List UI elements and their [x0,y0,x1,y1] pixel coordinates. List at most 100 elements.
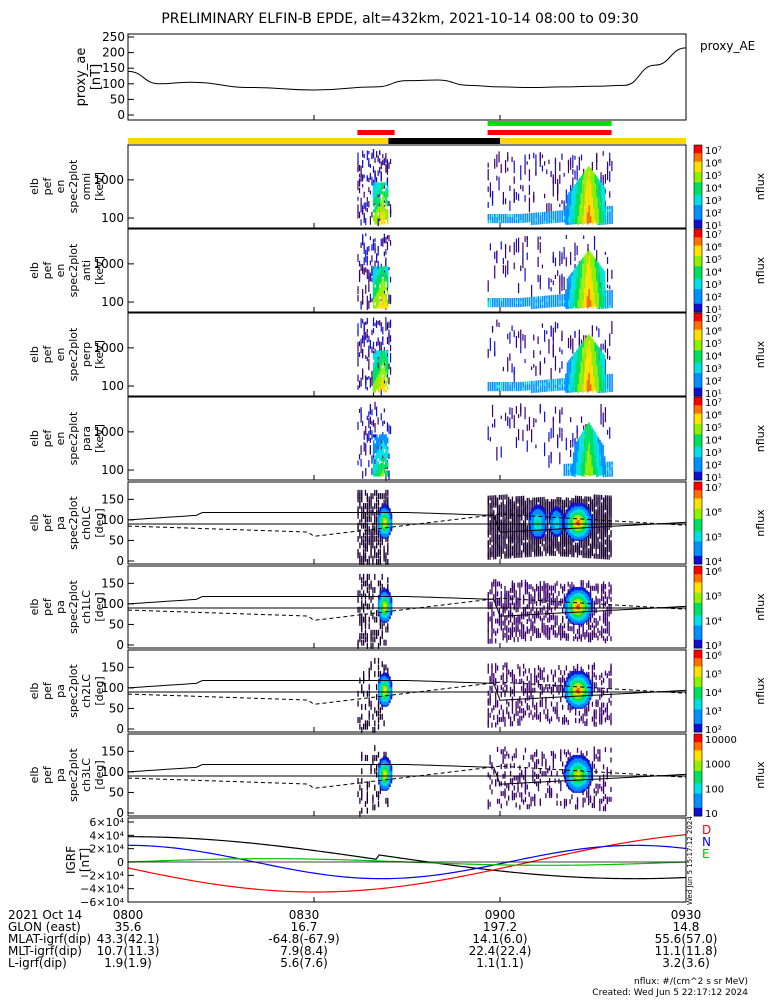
spec-pixel [600,442,603,446]
spec-pixel [376,437,378,441]
spec-pixel [565,469,568,473]
spec-pixel [575,277,578,282]
spec-pixel [386,191,389,195]
spec-pixel [374,178,376,184]
spec-pixel [513,415,515,429]
energy-1-ylabel-3: spec2plot [67,243,80,297]
spec-pixel [369,163,371,168]
spec-pixel [379,458,381,462]
spec-pixel [575,376,578,381]
spec-pixel [570,463,572,467]
spec-pixel [380,368,383,372]
spec-pixel [560,497,562,503]
spec-pixel [561,276,563,292]
spec-pixel [591,463,594,467]
spec-pixel [567,502,569,508]
spec-pixel [586,218,589,222]
spec-pixel [372,446,375,450]
spec-pixel [595,494,597,500]
spec-pixel [552,181,554,197]
spec-pixel [583,443,586,448]
spec-pixel [599,282,601,286]
spec-pixel [603,210,606,215]
spec-pixel [586,263,589,267]
spec-pixel [572,300,575,304]
spec-pixel [383,464,386,468]
spec-pixel [537,218,540,222]
spec-pixel [374,374,377,378]
spec-pixel [586,272,589,276]
spec-pixel [597,553,599,559]
spec-pixel [379,299,381,303]
spec-pixel [588,181,590,185]
spec-pixel [377,299,380,303]
spec-pixel [593,199,595,203]
spec-pixel [552,548,554,554]
spec-pixel [566,203,569,207]
spec-pixel [611,289,613,293]
spec-pixel [377,197,380,201]
spec-pixel [380,353,383,357]
spec-pixel [379,440,381,444]
spec-pixel [589,427,592,432]
spec-pixel [567,546,569,552]
spec-pixel [594,216,597,220]
ae-ylabel-1: proxy_ae [74,48,89,107]
spec-pixel [582,209,584,213]
spec-pixel [586,260,589,264]
spec-pixel [603,366,606,371]
spec-pixel [606,377,609,381]
spec-pixel [561,256,563,261]
spec-pixel [603,357,606,362]
spec-pixel [374,449,377,453]
spec-pixel [580,346,583,350]
spec-pixel [544,301,546,305]
spec-pixel [386,302,389,306]
spec-pixel [570,417,572,423]
energy-3-ylabel-1: pef [41,429,54,448]
spec-pixel [565,214,567,218]
spec-pixel [387,545,389,552]
spec-pixel [579,195,581,199]
spec-pixel [579,448,581,452]
spec-pixel [380,215,383,219]
spec-pixel [385,296,387,300]
spec-pixel [566,365,569,369]
spec-pixel [600,302,603,306]
spec-pixel [361,558,363,565]
spec-pixel [594,369,597,373]
spec-pixel [385,535,387,542]
spec-pixel [600,278,603,282]
spec-pixel [496,446,498,461]
spec-pixel [602,274,604,279]
spec-pixel [366,150,368,161]
spec-pixel [585,304,587,308]
spec-pixel [520,387,522,392]
energy-1-ylabel-0: elb [28,262,41,279]
spec-pixel [382,293,384,297]
spec-pixel [372,453,375,460]
spec-pixel [362,532,365,539]
spec-pixel [550,385,553,389]
spec-pixel [548,211,550,215]
spec-pixel [565,301,567,305]
spec-pixel [588,280,590,284]
spec-pixel [570,466,572,470]
spec-pixel [366,329,368,333]
spec-pixel [517,533,519,539]
energy-3-ylabel-2: en [54,432,67,446]
energy-1-ylabel-1: pef [41,261,54,280]
spec-pixel [376,215,378,219]
spec-pixel [528,384,531,388]
spec-pixel [520,344,522,354]
spec-pixel [582,498,584,504]
spec-pixel [597,214,600,218]
spec-pixel [500,502,502,508]
spec-pixel [526,300,529,304]
spec-pixel [594,441,597,445]
spec-pixel [579,177,581,181]
spec-pixel [493,510,495,516]
spec-pixel [599,466,601,471]
spec-pixel [382,377,384,381]
spec-pixel [572,273,575,277]
